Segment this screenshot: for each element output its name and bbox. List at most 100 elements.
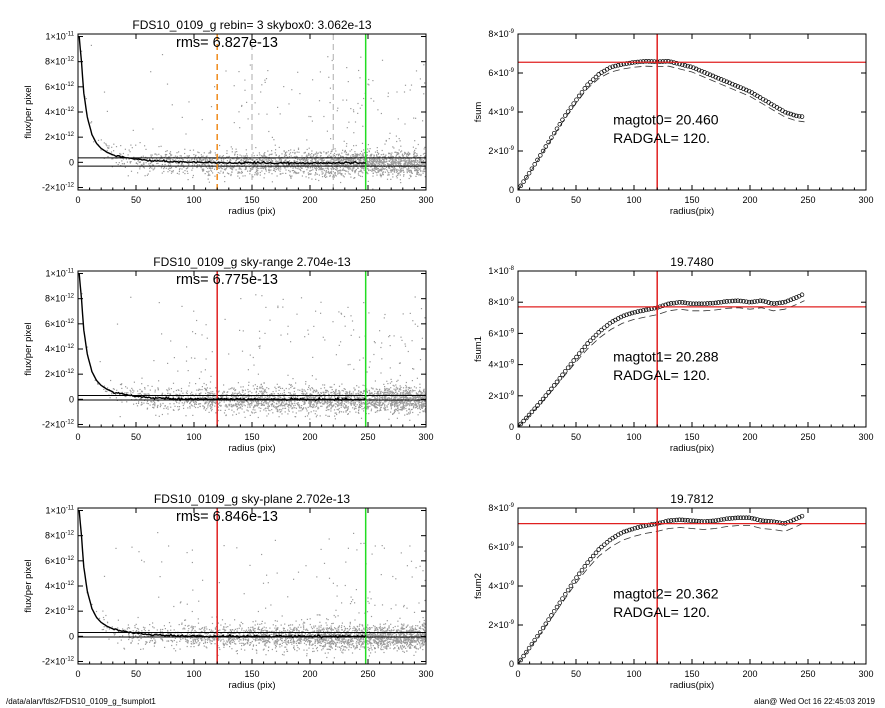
pixel-point xyxy=(381,396,383,398)
pixel-point xyxy=(170,406,172,408)
pixel-point xyxy=(376,163,378,165)
pixel-point xyxy=(413,155,415,157)
pixel-point xyxy=(341,164,343,166)
pixel-point xyxy=(246,153,248,155)
pixel-point xyxy=(354,158,356,160)
pixel-point xyxy=(265,407,267,409)
pixel-point xyxy=(186,346,188,348)
pixel-point xyxy=(355,169,357,171)
pixel-point xyxy=(309,167,311,169)
pixel-point xyxy=(146,407,149,409)
pixel-point xyxy=(293,387,295,389)
pixel-point xyxy=(167,390,169,392)
pixel-point xyxy=(401,339,403,341)
pixel-point xyxy=(317,164,319,166)
pixel-point xyxy=(194,357,196,359)
pixel-point xyxy=(129,389,131,391)
pixel-point xyxy=(143,167,145,169)
pixel-point xyxy=(300,159,302,161)
pixel-point xyxy=(238,177,241,179)
pixel-point xyxy=(220,160,223,162)
pixel-point xyxy=(359,77,361,79)
pixel-point xyxy=(204,389,207,391)
pixel-point xyxy=(394,159,396,161)
pixel-point xyxy=(269,400,271,402)
pixel-point xyxy=(331,158,333,160)
pixel-point xyxy=(121,160,123,162)
pixel-point xyxy=(154,389,156,391)
pixel-point xyxy=(284,153,287,155)
pixel-point xyxy=(238,171,240,173)
pixel-point xyxy=(363,149,365,151)
pixel-point xyxy=(411,160,413,162)
pixel-point xyxy=(374,407,376,409)
pixel-point xyxy=(398,396,400,398)
pixel-point xyxy=(306,155,308,157)
pixel-point xyxy=(323,169,325,172)
pixel-point xyxy=(417,398,420,400)
fsum-marker xyxy=(794,113,799,119)
pixel-point xyxy=(112,388,114,390)
pixel-point xyxy=(378,163,380,165)
pixel-point xyxy=(200,167,202,169)
plot-area xyxy=(78,271,426,427)
pixel-point xyxy=(383,161,385,163)
pixel-point xyxy=(290,176,292,178)
pixel-point xyxy=(295,171,297,174)
pixel-point xyxy=(392,170,394,172)
pixel-point xyxy=(103,142,105,144)
pixel-point xyxy=(243,158,245,160)
pixel-point xyxy=(296,159,299,161)
pixel-point xyxy=(366,154,368,156)
pixel-point xyxy=(397,162,399,165)
pixel-point xyxy=(323,163,325,165)
pixel-point xyxy=(315,151,318,153)
pixel-point xyxy=(181,305,183,307)
fsum-marker xyxy=(607,65,613,70)
pixel-point xyxy=(285,387,287,390)
pixel-point xyxy=(346,409,348,411)
pixel-point xyxy=(289,171,291,173)
pixel-point xyxy=(383,168,385,170)
pixel-point xyxy=(266,156,268,158)
pixel-point xyxy=(382,163,384,165)
y-tick-label: 2×10-12 xyxy=(45,132,75,142)
pixel-point xyxy=(356,385,358,387)
pixel-point xyxy=(264,155,266,157)
pixel-point xyxy=(121,163,123,165)
pixel-point xyxy=(297,147,300,149)
pixel-point xyxy=(394,400,397,402)
fsum-marker xyxy=(741,86,746,92)
pixel-point xyxy=(305,383,307,385)
pixel-point xyxy=(284,397,286,399)
pixel-point xyxy=(184,170,186,172)
pixel-point xyxy=(398,160,400,163)
pixel-point xyxy=(413,164,415,166)
pixel-point xyxy=(274,168,276,170)
pixel-point xyxy=(246,101,248,103)
pixel-point xyxy=(350,404,352,406)
pixel-point xyxy=(187,156,189,158)
pixel-point xyxy=(392,159,394,161)
pixel-point xyxy=(414,140,416,142)
pixel-point xyxy=(264,173,266,175)
pixel-point xyxy=(383,317,385,319)
pixel-point xyxy=(210,151,212,153)
pixel-point xyxy=(259,171,261,174)
pixel-point xyxy=(352,168,354,170)
pixel-point xyxy=(374,166,376,168)
pixel-point xyxy=(393,404,395,406)
pixel-point xyxy=(347,171,349,173)
pixel-point xyxy=(115,162,117,164)
pixel-point xyxy=(346,400,348,402)
fsum-marker xyxy=(682,63,688,68)
pixel-point xyxy=(311,120,313,122)
pixel-point xyxy=(298,168,300,170)
pixel-point xyxy=(372,172,374,174)
pixel-point xyxy=(389,167,391,169)
pixel-point xyxy=(330,152,332,155)
pixel-point xyxy=(395,163,397,166)
pixel-point xyxy=(304,402,306,404)
y-tick-exponent: -9 xyxy=(509,146,515,152)
